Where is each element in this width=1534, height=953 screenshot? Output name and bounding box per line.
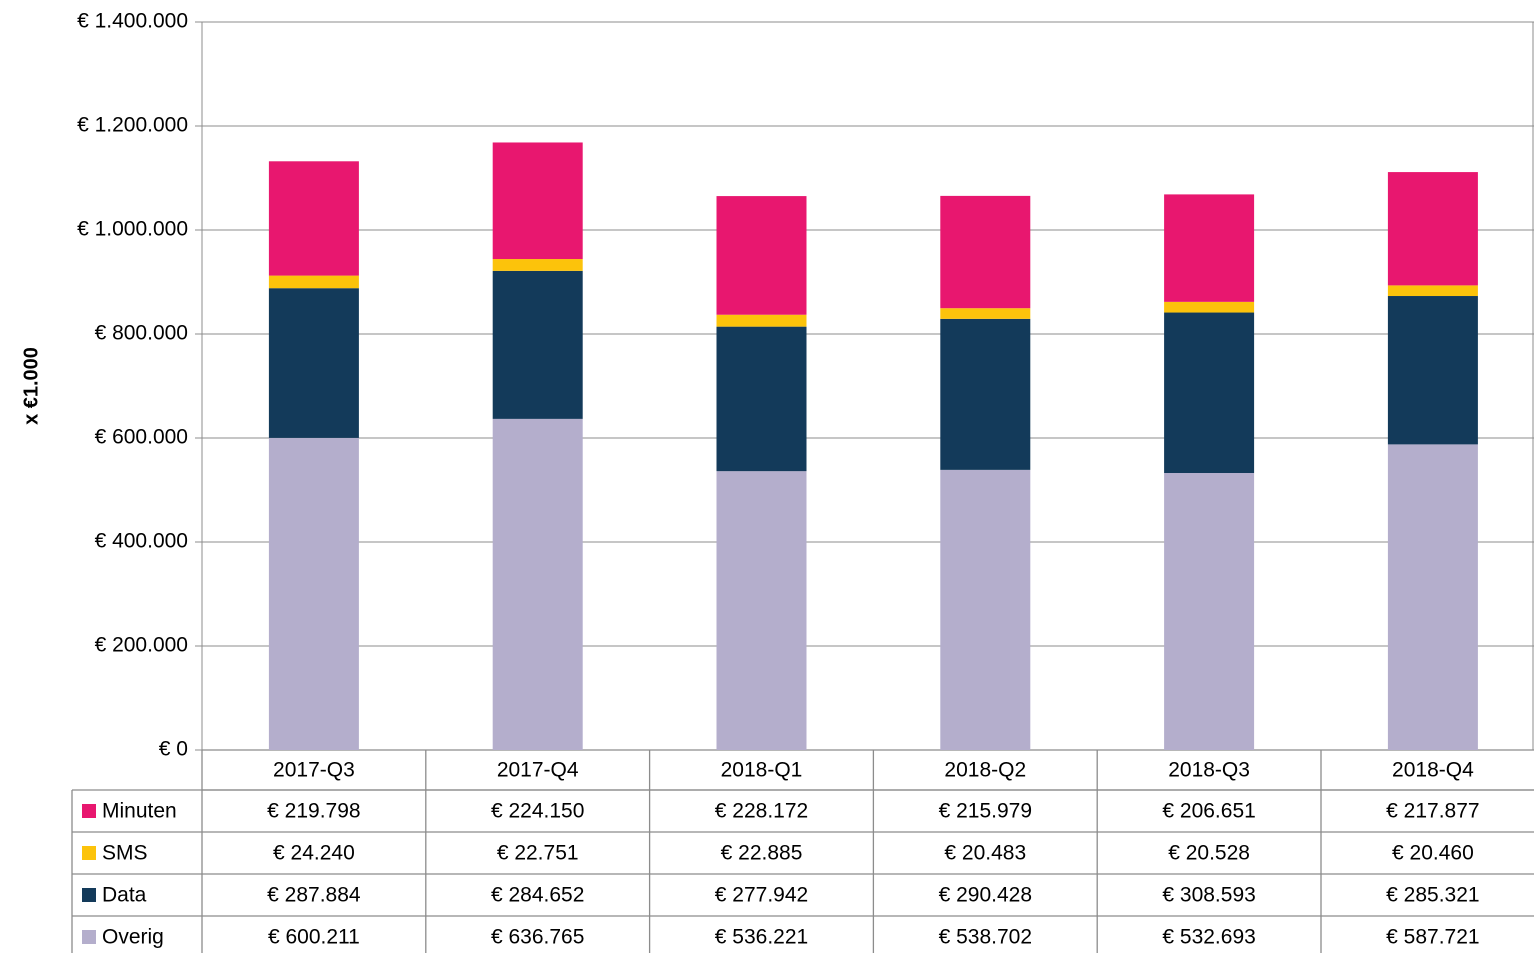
bar-segment bbox=[716, 196, 807, 315]
bar-segment bbox=[940, 318, 1031, 470]
table-value: € 20.528 bbox=[1168, 842, 1250, 865]
bar-segment bbox=[492, 418, 583, 750]
x-tick-label: 2018-Q1 bbox=[721, 759, 803, 782]
bar-segment bbox=[492, 270, 583, 419]
table-value: € 287.884 bbox=[267, 884, 361, 907]
table-value: € 24.240 bbox=[273, 842, 355, 865]
y-axis-label: x €1.000 bbox=[20, 347, 42, 425]
x-tick-label: 2017-Q4 bbox=[497, 759, 579, 782]
bar-segment bbox=[940, 308, 1031, 319]
bar-segment bbox=[1164, 472, 1255, 750]
table-value: € 215.979 bbox=[939, 800, 1032, 823]
table-value: € 20.460 bbox=[1392, 842, 1474, 865]
legend-label: Data bbox=[102, 884, 147, 907]
legend-swatch bbox=[82, 888, 96, 902]
bar-segment bbox=[1387, 444, 1478, 750]
table-value: € 22.751 bbox=[497, 842, 579, 865]
bar-segment bbox=[268, 275, 359, 289]
bar-segment bbox=[268, 161, 359, 276]
bar-segment bbox=[716, 314, 807, 327]
table-value: € 600.211 bbox=[268, 926, 360, 949]
x-tick-label: 2018-Q3 bbox=[1168, 759, 1250, 782]
bar-segment bbox=[268, 288, 359, 438]
legend-swatch bbox=[82, 846, 96, 860]
y-tick-label: € 1.200.000 bbox=[77, 114, 188, 137]
legend-label: Overig bbox=[102, 926, 164, 949]
bar-segment bbox=[268, 437, 359, 750]
table-value: € 22.885 bbox=[721, 842, 803, 865]
table-value: € 284.652 bbox=[491, 884, 584, 907]
table-value: € 587.721 bbox=[1386, 926, 1479, 949]
bar-segment bbox=[492, 259, 583, 271]
y-tick-label: € 600.000 bbox=[95, 426, 188, 449]
table-value: € 219.798 bbox=[267, 800, 360, 823]
y-tick-label: € 1.400.000 bbox=[77, 10, 188, 33]
bar-segment bbox=[940, 195, 1031, 309]
table-value: € 536.221 bbox=[715, 926, 808, 949]
legend-label: SMS bbox=[102, 842, 148, 865]
table-value: € 277.942 bbox=[715, 884, 808, 907]
bar-segment bbox=[492, 142, 583, 260]
bar-segment bbox=[1164, 194, 1255, 302]
bar-segment bbox=[1387, 285, 1478, 297]
bar-segment bbox=[716, 471, 807, 750]
legend-swatch bbox=[82, 930, 96, 944]
legend-label: Minuten bbox=[102, 800, 177, 823]
bar-segment bbox=[1164, 312, 1255, 473]
table-value: € 538.702 bbox=[939, 926, 1032, 949]
y-tick-label: € 400.000 bbox=[95, 530, 188, 553]
table-value: € 308.593 bbox=[1162, 884, 1255, 907]
table-value: € 290.428 bbox=[939, 884, 1032, 907]
table-value: € 206.651 bbox=[1162, 800, 1255, 823]
y-tick-label: € 200.000 bbox=[95, 634, 188, 657]
y-tick-label: € 0 bbox=[159, 738, 188, 761]
y-tick-label: € 800.000 bbox=[95, 322, 188, 345]
bar-segment bbox=[940, 469, 1031, 750]
x-tick-label: 2017-Q3 bbox=[273, 759, 355, 782]
table-value: € 224.150 bbox=[491, 800, 584, 823]
legend-swatch bbox=[82, 804, 96, 818]
table-value: € 217.877 bbox=[1386, 800, 1479, 823]
table-value: € 636.765 bbox=[491, 926, 584, 949]
bar-segment bbox=[1164, 301, 1255, 313]
table-value: € 228.172 bbox=[715, 800, 808, 823]
table-value: € 532.693 bbox=[1162, 926, 1255, 949]
x-tick-label: 2018-Q4 bbox=[1392, 759, 1474, 782]
bar-segment bbox=[1387, 296, 1478, 445]
table-value: € 20.483 bbox=[944, 842, 1026, 865]
x-tick-label: 2018-Q2 bbox=[944, 759, 1026, 782]
bar-segment bbox=[1387, 172, 1478, 286]
table-value: € 285.321 bbox=[1386, 884, 1479, 907]
bar-segment bbox=[716, 326, 807, 472]
y-tick-label: € 1.000.000 bbox=[77, 218, 188, 241]
